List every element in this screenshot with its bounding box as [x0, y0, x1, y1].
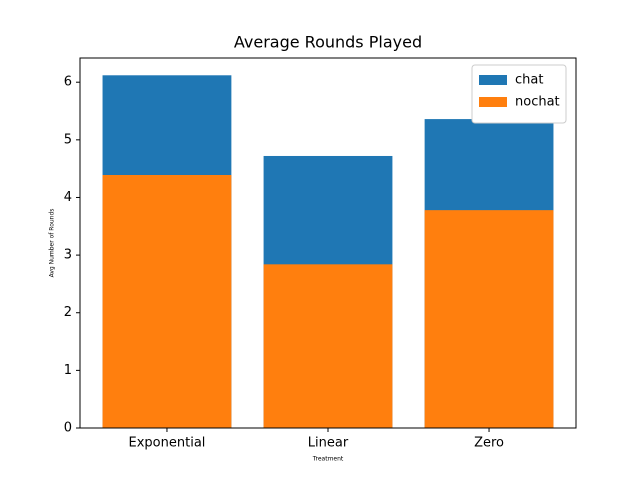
legend-swatch: [479, 75, 507, 85]
x-tick-label: Linear: [308, 436, 349, 451]
plot-frame: [79, 57, 577, 429]
bar: [424, 210, 554, 428]
y-tick-label: 5: [64, 132, 72, 147]
y-tick-label: 1: [64, 363, 72, 378]
chart-title: Average Rounds Played: [234, 33, 422, 52]
y-tick-label: 4: [64, 190, 72, 205]
y-tick-label: 2: [64, 305, 72, 320]
y-tick-label: 6: [64, 75, 72, 90]
legend-label: chat: [515, 73, 543, 88]
bar: [102, 174, 232, 428]
x-tick-label: Zero: [474, 436, 504, 451]
x-axis-label: Treatment: [312, 456, 344, 463]
legend-swatch: [479, 97, 507, 107]
x-tick-label: Exponential: [129, 436, 206, 451]
legend-label: nochat: [515, 95, 560, 110]
y-tick-label: 0: [64, 421, 72, 436]
y-axis-label: Avg Number of Rounds: [49, 209, 56, 278]
y-tick-label: 3: [64, 248, 72, 263]
bar: [263, 264, 393, 428]
